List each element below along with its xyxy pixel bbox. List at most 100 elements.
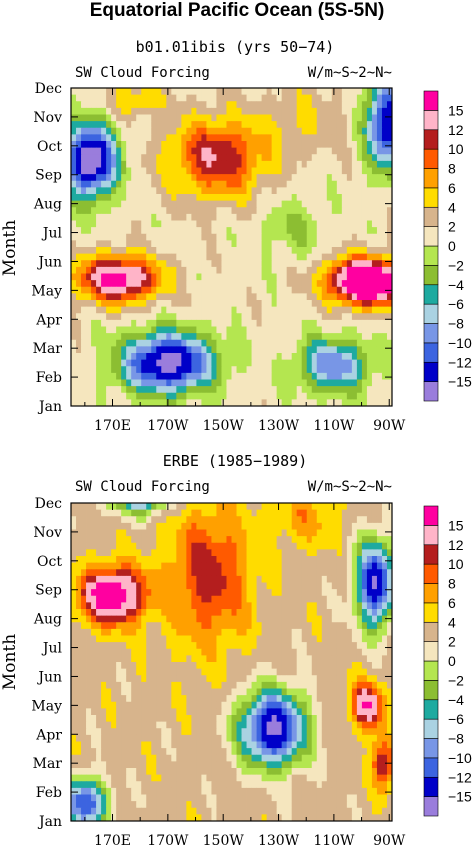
contour-cell <box>91 628 97 636</box>
contour-cell <box>371 372 378 380</box>
contour-cell <box>216 306 222 314</box>
contour-cell <box>296 114 303 122</box>
contour-cell <box>151 615 157 623</box>
contour-cell <box>81 655 87 663</box>
contour-cell <box>216 681 222 689</box>
contour-cell <box>151 366 157 374</box>
contour-cell <box>366 582 373 590</box>
contour-cell <box>236 353 242 361</box>
contour-cell <box>146 213 152 221</box>
contour-cell <box>211 582 217 590</box>
contour-cell <box>221 260 227 268</box>
contour-cell <box>371 346 378 354</box>
contour-cell <box>311 556 318 564</box>
contour-cell <box>126 549 132 557</box>
contour-cell <box>231 668 237 676</box>
contour-cell <box>381 648 388 656</box>
contour-cell <box>286 333 293 341</box>
contour-cell <box>326 180 333 188</box>
contour-cell <box>326 127 333 135</box>
contour-cell <box>236 503 242 511</box>
contour-cell <box>81 562 87 570</box>
contour-cell <box>236 536 242 544</box>
contour-cell <box>86 379 92 387</box>
contour-cell <box>376 359 383 367</box>
contour-cell <box>371 121 378 129</box>
contour-cell <box>226 319 232 327</box>
contour-cell <box>136 589 142 597</box>
contour-cell <box>356 207 363 215</box>
contour-cell <box>181 127 187 135</box>
contour-cell <box>301 167 308 175</box>
contour-cell <box>156 260 162 268</box>
contour-cell <box>221 346 227 354</box>
contour-cell <box>251 509 257 517</box>
contour-cell <box>236 333 242 341</box>
contour-cell <box>236 569 242 577</box>
contour-cell <box>221 114 227 122</box>
contour-cell <box>306 273 313 281</box>
contour-cell <box>276 516 283 524</box>
contour-cell <box>146 602 152 610</box>
contour-cell <box>186 286 192 294</box>
contour-cell <box>371 213 378 221</box>
contour-cell <box>211 227 217 235</box>
contour-cell <box>131 141 137 149</box>
contour-cell <box>346 273 353 281</box>
contour-cell <box>331 233 338 241</box>
contour-cell <box>306 300 313 308</box>
contour-cell <box>296 392 303 400</box>
contour-cell <box>266 542 273 550</box>
contour-cell <box>231 319 237 327</box>
contour-cell <box>196 386 202 394</box>
contour-cell <box>111 286 117 294</box>
contour-cell <box>281 655 288 663</box>
contour-cell <box>271 154 278 162</box>
contour-cell <box>321 114 328 122</box>
contour-cell <box>116 134 122 142</box>
contour-cell <box>161 392 167 400</box>
contour-cell <box>181 121 187 129</box>
contour-cell <box>316 386 323 394</box>
contour-cell <box>81 240 87 248</box>
contour-cell <box>136 339 142 347</box>
contour-cell <box>141 260 147 268</box>
contour-cell <box>161 280 167 288</box>
contour-cell <box>291 180 298 188</box>
contour-cell <box>271 213 278 221</box>
contour-cell <box>196 642 202 650</box>
contour-cell <box>376 346 383 354</box>
contour-cell <box>211 688 217 696</box>
contour-cell <box>91 346 97 354</box>
contour-cell <box>151 220 157 228</box>
contour-cell <box>351 306 358 314</box>
contour-cell <box>131 688 137 696</box>
contour-cell <box>126 655 132 663</box>
contour-cell <box>101 306 107 314</box>
contour-cell <box>316 147 323 155</box>
contour-cell <box>256 575 262 583</box>
contour-cell <box>276 628 283 636</box>
contour-cell <box>196 609 202 617</box>
contour-cell <box>331 575 338 583</box>
contour-cell <box>386 346 393 354</box>
contour-cell <box>291 662 298 670</box>
contour-cell <box>121 333 127 341</box>
contour-cell <box>216 542 222 550</box>
contour-cell <box>106 681 112 689</box>
contour-cell <box>286 101 293 109</box>
contour-cell <box>191 366 197 374</box>
contour-cell <box>286 233 293 241</box>
contour-cell <box>256 602 262 610</box>
contour-cell <box>311 522 318 530</box>
contour-cell <box>156 300 162 308</box>
contour-cell <box>91 273 97 281</box>
contour-cell <box>181 333 187 341</box>
contour-cell <box>181 353 187 361</box>
contour-cell <box>151 648 157 656</box>
contour-cell <box>256 386 262 394</box>
contour-cell <box>176 668 182 676</box>
contour-cell <box>126 154 132 162</box>
contour-cell <box>226 253 232 261</box>
contour-cell <box>351 353 358 361</box>
